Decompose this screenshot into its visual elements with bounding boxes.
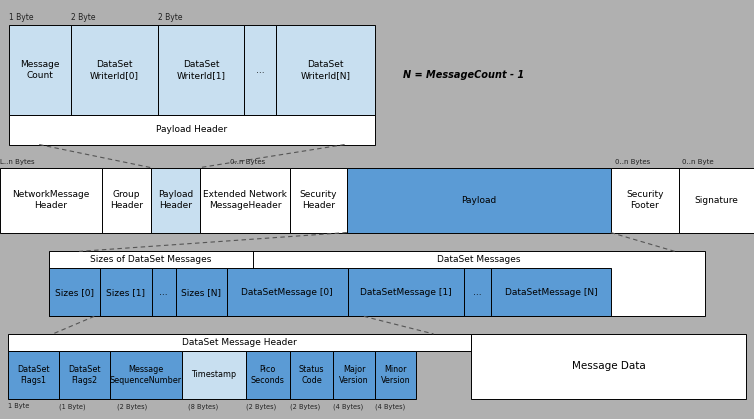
Bar [333,351,375,399]
Text: (2 Bytes): (2 Bytes) [117,403,147,410]
Text: NetworkMessage
Header: NetworkMessage Header [12,190,90,210]
Bar [244,25,276,115]
Text: DataSetMessage [0]: DataSetMessage [0] [241,288,333,297]
Text: ...: ... [159,288,168,297]
Text: Major
Version: Major Version [339,365,369,385]
Bar [375,351,416,399]
Text: Status
Code: Status Code [299,365,324,385]
Bar [151,168,200,233]
Bar [464,268,491,316]
Text: Message
Count: Message Count [20,60,60,80]
Bar [227,268,348,316]
Bar [9,115,375,145]
Text: L..n Bytes: L..n Bytes [0,159,35,165]
Text: Message Data: Message Data [572,362,645,371]
Text: DataSet
WriterId[0]: DataSet WriterId[0] [90,60,139,80]
Bar [290,168,347,233]
Text: Extended Network
MessageHeader: Extended Network MessageHeader [203,190,287,210]
Bar [182,351,246,399]
Bar [152,268,176,316]
Bar [100,268,152,316]
Text: Payload Header: Payload Header [156,125,228,134]
Text: DataSet Messages: DataSet Messages [437,255,520,264]
Text: DataSet
WriterId[N]: DataSet WriterId[N] [300,60,351,80]
Bar [102,168,151,233]
Text: Minor
Version: Minor Version [381,365,410,385]
Text: (4 Bytes): (4 Bytes) [375,403,405,410]
Text: Sizes [N]: Sizes [N] [181,288,222,297]
Bar [200,168,290,233]
Bar [611,168,679,233]
Text: Group
Header: Group Header [110,190,143,210]
Text: N = MessageCount - 1: N = MessageCount - 1 [403,70,525,80]
Text: Security
Header: Security Header [300,190,337,210]
Bar [347,168,611,233]
Text: ...: ... [474,288,482,297]
Text: (2 Bytes): (2 Bytes) [246,403,276,410]
Bar [49,268,100,316]
Text: 0..n Bytes: 0..n Bytes [230,159,265,165]
Bar [49,251,705,316]
Text: Signature: Signature [694,196,738,204]
Text: Sizes [1]: Sizes [1] [106,288,146,297]
Text: 0..n Byte: 0..n Byte [682,159,714,165]
Bar [59,351,110,399]
Text: DataSetMessage [1]: DataSetMessage [1] [360,288,452,297]
Bar [276,25,375,115]
Text: 0..n Bytes: 0..n Bytes [615,159,650,165]
Bar [471,334,746,399]
Bar [9,25,71,115]
Bar [679,168,754,233]
Text: (4 Bytes): (4 Bytes) [333,403,363,410]
Text: Timestamp: Timestamp [192,370,236,379]
Bar [8,334,471,351]
Text: 2 Byte: 2 Byte [71,13,95,22]
Text: Security
Footer: Security Footer [626,190,664,210]
Bar [176,268,227,316]
Text: (8 Bytes): (8 Bytes) [188,403,218,410]
Text: Pico
Seconds: Pico Seconds [251,365,284,385]
Text: 2 Byte: 2 Byte [158,13,182,22]
Text: Sizes of DataSet Messages: Sizes of DataSet Messages [90,255,211,264]
Text: Message
SequenceNumber: Message SequenceNumber [110,365,182,385]
Text: DataSet Message Header: DataSet Message Header [182,338,297,347]
Bar [0,168,102,233]
Text: DataSetMessage [N]: DataSetMessage [N] [505,288,597,297]
Text: (1 Byte): (1 Byte) [59,403,85,410]
Bar [348,268,464,316]
Bar [71,25,158,115]
Text: Payload: Payload [461,196,496,204]
Text: 1 Byte: 1 Byte [9,13,33,22]
Text: 1 Byte: 1 Byte [8,403,29,409]
Bar [158,25,244,115]
Bar [110,351,182,399]
Bar [246,351,290,399]
Text: Payload
Header: Payload Header [158,190,193,210]
Text: DataSet
WriterId[1]: DataSet WriterId[1] [176,60,225,80]
Text: DataSet
Flags2: DataSet Flags2 [68,365,101,385]
Text: Sizes [0]: Sizes [0] [55,288,94,297]
Bar [491,268,611,316]
Text: DataSet
Flags1: DataSet Flags1 [17,365,50,385]
Bar [8,351,59,399]
Bar [290,351,333,399]
Text: ...: ... [256,66,265,75]
Text: (2 Bytes): (2 Bytes) [290,403,320,410]
